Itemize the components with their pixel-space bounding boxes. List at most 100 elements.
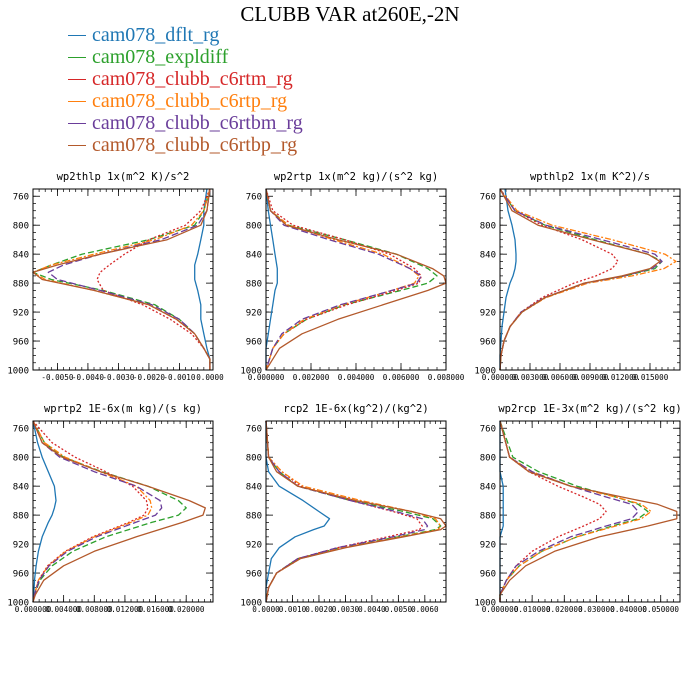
panel-title: wp2rtp 1x(m^2 kg)/(s^2 kg) — [274, 171, 438, 183]
y-tick-label: 800 — [246, 454, 262, 464]
series-line — [499, 420, 652, 602]
y-tick-label: 800 — [480, 222, 496, 232]
legend-label: cam078_expldiff — [92, 46, 229, 68]
legend-item: cam078_clubb_c6rtbm_rg — [66, 112, 303, 134]
series-line — [265, 420, 429, 603]
x-tick-label: -0.0050 — [41, 373, 73, 382]
y-tick-label: 800 — [480, 454, 496, 464]
x-tick-label: 0.006000 — [542, 373, 579, 382]
y-tick-label: 1000 — [240, 599, 262, 609]
legend-swatch — [68, 57, 86, 58]
series-line — [499, 188, 517, 370]
y-tick-label: 960 — [13, 570, 29, 580]
panel-title: wp2thlp 1x(m^2 K)/s^2 — [57, 171, 190, 183]
y-tick-label: 1000 — [240, 367, 262, 377]
series-line — [499, 420, 678, 602]
y-tick-label: 760 — [480, 193, 496, 203]
series-line — [265, 421, 331, 602]
y-tick-label: 1000 — [7, 367, 29, 377]
legend-item: cam078_expldiff — [66, 46, 303, 68]
panel-title: wpthlp2 1x(m K^2)/s — [530, 171, 650, 183]
x-tick-label: 0.006000 — [383, 373, 420, 382]
series-line — [32, 420, 163, 603]
x-tick-label: 0.030000 — [578, 605, 615, 614]
y-tick-label: 840 — [480, 251, 496, 261]
x-tick-label: 0.015000 — [632, 373, 669, 382]
series-line — [32, 188, 211, 370]
x-tick-label: 0.0020 — [305, 605, 333, 614]
series-line — [265, 420, 447, 603]
y-tick-label: 840 — [246, 251, 262, 261]
y-tick-label: 760 — [13, 193, 29, 203]
x-tick-label: 0.000000 — [482, 605, 519, 614]
series-line — [32, 188, 211, 370]
x-tick-label: 0.040000 — [610, 605, 647, 614]
series-line — [499, 420, 649, 602]
y-tick-label: 1000 — [7, 599, 29, 609]
panel-title: rcp2 1E-6x(kg^2)/(kg^2) — [283, 403, 428, 415]
series-line — [194, 188, 211, 370]
y-tick-label: 1000 — [474, 367, 496, 377]
series-line — [32, 420, 57, 603]
legend-item: cam078_clubb_c6rtp_rg — [66, 90, 303, 112]
series-line — [265, 188, 422, 371]
y-tick-label: 960 — [246, 338, 262, 348]
x-tick-label: 0.010000 — [514, 605, 551, 614]
y-tick-label: 800 — [246, 222, 262, 232]
y-tick-label: 920 — [13, 541, 29, 551]
legend-swatch — [68, 145, 86, 146]
legend-label: cam078_clubb_c6rtbp_rg — [92, 134, 298, 156]
x-tick-label: -0.0020 — [133, 373, 165, 382]
y-tick-label: 880 — [246, 512, 262, 522]
y-tick-label: 840 — [13, 251, 29, 261]
legend-item: cam078_dflt_rg — [66, 24, 303, 46]
panel-title: wp2rcp 1E-3x(m^2 kg)/(s^2 kg) — [498, 403, 681, 415]
chart-panel: wp2rtp 1x(m^2 kg)/(s^2 kg) 760 800 840 880 92… — [240, 171, 464, 382]
series-line — [499, 420, 607, 602]
plot-frame — [265, 420, 447, 603]
x-tick-label: 0.050000 — [642, 605, 679, 614]
y-tick-label: 760 — [246, 425, 262, 435]
legend-item: cam078_clubb_c6rtbp_rg — [66, 134, 303, 156]
series-line — [499, 188, 661, 371]
plot-frame — [499, 420, 681, 603]
legend-swatch — [68, 101, 86, 102]
legend-item: cam078_clubb_c6rtm_rg — [66, 68, 303, 90]
chart-panel: wprtp2 1E-6x(m kg)/(s kg) 760 800 840 880 920… — [7, 403, 214, 614]
series-line — [265, 188, 438, 371]
figure-title: CLUBB VAR at260E,-2N — [240, 2, 460, 26]
y-tick-label: 840 — [480, 483, 496, 493]
x-tick-label: -0.0010 — [163, 373, 195, 382]
chart-panel: wpthlp2 1x(m K^2)/s 760 800 840 880 920 960 100… — [474, 171, 681, 382]
chart-panel: wp2rcp 1E-3x(m^2 kg)/(s^2 kg)760 800 840 88… — [474, 403, 681, 614]
y-tick-label: 880 — [480, 280, 496, 290]
y-tick-label: 760 — [246, 193, 262, 203]
x-tick-label: 0.0050 — [385, 605, 413, 614]
series-line — [96, 188, 211, 370]
legend-label: cam078_dflt_rg — [92, 24, 220, 46]
y-tick-label: 880 — [13, 512, 29, 522]
series-line — [32, 420, 153, 603]
y-tick-label: 960 — [13, 338, 29, 348]
series-line — [265, 420, 423, 603]
chart-panel: rcp2 1E-6x(kg^2)/(kg^2) 760 800 840 880 920 96… — [240, 403, 447, 614]
x-tick-label: -0.0030 — [102, 373, 134, 382]
x-tick-label: 0.003000 — [512, 373, 549, 382]
y-tick-label: 760 — [480, 425, 496, 435]
x-tick-label: 0.012000 — [107, 605, 144, 614]
series-line — [32, 420, 206, 603]
x-tick-label: 0.020000 — [546, 605, 583, 614]
x-tick-label: 0.016000 — [137, 605, 174, 614]
y-tick-label: 920 — [480, 309, 496, 319]
plot-frame — [499, 188, 681, 371]
y-tick-label: 880 — [246, 280, 262, 290]
y-tick-label: 880 — [13, 280, 29, 290]
y-tick-label: 960 — [480, 570, 496, 580]
x-tick-label: 0.002000 — [293, 373, 330, 382]
y-tick-label: 920 — [246, 309, 262, 319]
x-tick-label: 0.020000 — [168, 605, 205, 614]
y-tick-label: 840 — [246, 483, 262, 493]
legend-label: cam078_clubb_c6rtbm_rg — [92, 112, 303, 134]
